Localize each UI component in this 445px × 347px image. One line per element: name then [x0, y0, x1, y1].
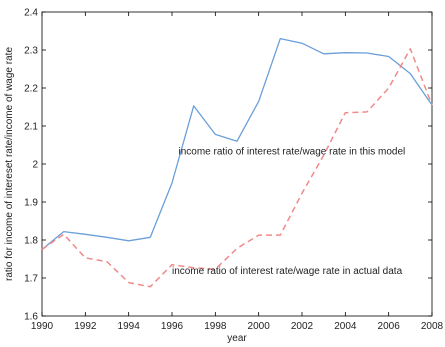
x-tick-label: 2006	[378, 321, 401, 332]
y-tick-label: 2	[32, 160, 38, 171]
annotations: income ratio of interest rate/wage rate …	[172, 147, 405, 277]
annotation-label: income ratio of interest rate/wage rate …	[179, 147, 406, 158]
y-tick-label: 2.2	[24, 84, 38, 95]
x-tick-label: 1990	[31, 321, 54, 332]
x-tick-label: 2004	[334, 321, 357, 332]
y-tick-label: 1.8	[24, 236, 38, 247]
series-actual-data-line	[41, 48, 433, 288]
y-axis-label: ratio for income of intereset rate/incom…	[4, 47, 15, 281]
y-tick-label: 1.9	[24, 198, 38, 209]
y-tick-label: 1.7	[24, 274, 38, 285]
axis-ticks: 1990 1992 1994 1996 1998 2000 2002 2004 2006 2008…	[24, 8, 443, 333]
x-tick-label: 1996	[161, 321, 184, 332]
x-tick-label: 2000	[248, 321, 271, 332]
x-tick-label: 2002	[291, 321, 314, 332]
x-tick-label: 1994	[118, 321, 141, 332]
x-tick-label: 1992	[74, 321, 97, 332]
y-tick-label: 2.4	[24, 8, 38, 19]
x-axis-label: year	[227, 333, 247, 344]
series-lines	[41, 37, 433, 288]
y-tick-label: 2.1	[24, 122, 38, 133]
series-model-line	[41, 37, 433, 251]
x-tick-label: 1998	[204, 321, 227, 332]
annotation-label: income ratio of interest rate/wage rate …	[172, 266, 403, 277]
x-tick-label: 2008	[421, 321, 444, 332]
y-tick-label: 2.3	[24, 46, 38, 57]
plot-area	[41, 11, 433, 317]
y-tick-label: 1.6	[24, 312, 38, 323]
